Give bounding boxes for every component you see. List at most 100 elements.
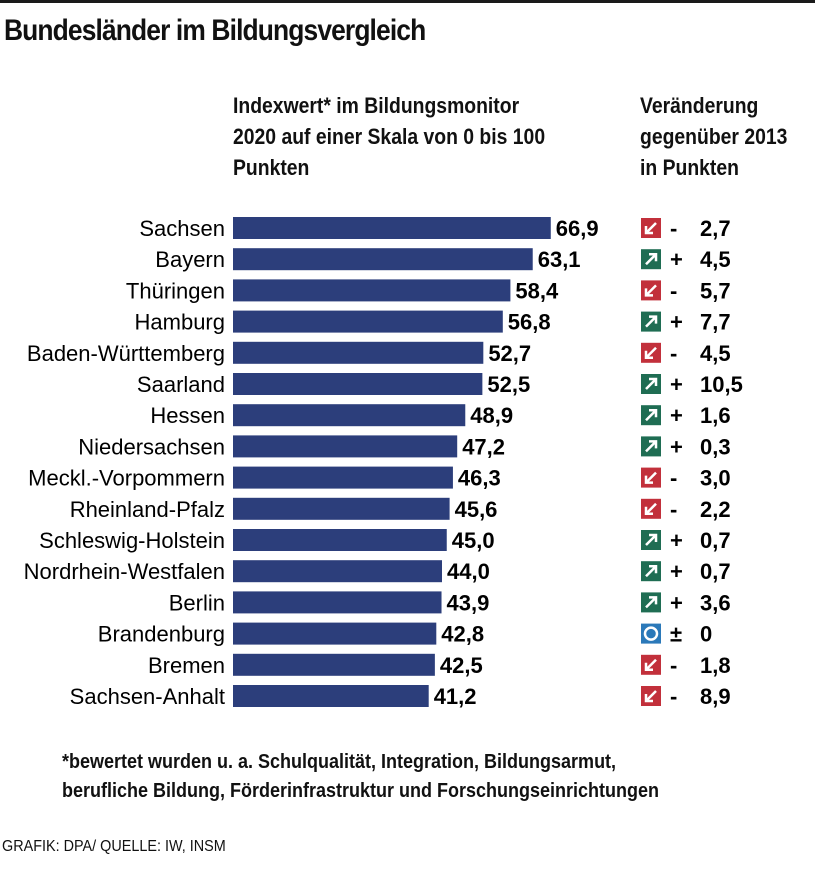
category-label: Niedersachsen bbox=[78, 434, 225, 459]
category-label: Thüringen bbox=[126, 278, 225, 303]
category-label: Schleswig-Holstein bbox=[39, 528, 225, 553]
arrow-glyph bbox=[645, 408, 658, 422]
footnote-line: *bewertet wurden u. a. Schulqualität, In… bbox=[62, 751, 617, 773]
bar bbox=[233, 497, 450, 520]
arrow-glyph bbox=[645, 533, 658, 546]
change-value: 5,7 bbox=[700, 278, 731, 303]
change-sign: - bbox=[670, 684, 677, 709]
change-sign: - bbox=[670, 278, 677, 303]
change-sign: + bbox=[670, 247, 683, 272]
bar bbox=[233, 341, 484, 364]
source-credit: GRAFIK: DPA/ QUELLE: IW, INSM bbox=[2, 838, 226, 855]
value-label: 46,3 bbox=[458, 466, 501, 491]
change-sign: + bbox=[670, 403, 683, 428]
arrow-glyph bbox=[645, 596, 658, 609]
change-value: 8,9 bbox=[700, 684, 731, 709]
arrow-glyph bbox=[644, 346, 657, 360]
bar bbox=[233, 404, 466, 427]
change-value: 0,7 bbox=[700, 528, 731, 553]
category-label: Bremen bbox=[148, 653, 225, 678]
change-value: 1,8 bbox=[700, 653, 731, 678]
change-sign: - bbox=[670, 497, 677, 522]
arrow-glyph bbox=[645, 315, 658, 328]
value-label: 52,5 bbox=[487, 372, 530, 397]
arrow-glyph bbox=[645, 440, 658, 453]
arrow-glyph bbox=[644, 284, 657, 297]
change-value: 0 bbox=[700, 622, 712, 647]
footnote: *bewertet wurden u. a. Schulqualität, In… bbox=[62, 748, 659, 806]
arrow-glyph bbox=[645, 564, 658, 578]
arrow-glyph bbox=[644, 658, 657, 672]
arrow-glyph bbox=[645, 252, 658, 266]
bar bbox=[233, 685, 429, 707]
value-label: 44,0 bbox=[447, 559, 490, 584]
value-label: 45,0 bbox=[452, 528, 495, 553]
category-label: Sachsen-Anhalt bbox=[70, 684, 225, 709]
category-label: Berlin bbox=[169, 590, 225, 615]
value-label: 45,6 bbox=[455, 497, 498, 522]
change-sign: - bbox=[670, 653, 677, 678]
change-value: 0,7 bbox=[700, 559, 731, 584]
change-column-header: Veränderung gegenüber 2013 in Punkten bbox=[640, 93, 788, 180]
bar bbox=[233, 591, 442, 614]
change-value: 10,5 bbox=[700, 372, 743, 397]
arrow-glyph bbox=[645, 377, 658, 390]
change-sign: + bbox=[670, 434, 683, 459]
value-label: 42,8 bbox=[441, 622, 484, 647]
change-sign: + bbox=[670, 590, 683, 615]
circle-glyph bbox=[643, 626, 659, 641]
bar bbox=[233, 373, 483, 395]
bar bbox=[233, 217, 551, 239]
bar bbox=[233, 653, 435, 676]
category-label: Rheinland-Pfalz bbox=[70, 497, 225, 522]
change-value: 0,3 bbox=[700, 434, 731, 459]
change-value: 7,7 bbox=[700, 310, 731, 335]
bar bbox=[233, 466, 453, 489]
change-value: 3,6 bbox=[700, 590, 731, 615]
change-sign: + bbox=[670, 310, 683, 335]
bar bbox=[233, 279, 511, 302]
value-label: 58,4 bbox=[515, 278, 559, 303]
change-sign: - bbox=[670, 216, 677, 241]
bar bbox=[233, 622, 437, 645]
category-label: Sachsen bbox=[139, 216, 225, 241]
change-sign: + bbox=[670, 559, 683, 584]
change-value: 2,2 bbox=[700, 497, 731, 522]
category-label: Baden-Württemberg bbox=[27, 341, 225, 366]
bar bbox=[233, 560, 442, 583]
chart-title: Bundesländer im Bildungsvergleich bbox=[4, 14, 426, 47]
category-label: Hamburg bbox=[135, 310, 225, 335]
change-value: 4,5 bbox=[700, 341, 731, 366]
footnote-line: berufliche Bildung, Förderinfrastruktur … bbox=[62, 780, 660, 802]
value-label: 43,9 bbox=[447, 590, 490, 615]
value-label: 52,7 bbox=[488, 341, 531, 366]
category-label: Nordrhein-Westfalen bbox=[24, 559, 225, 584]
top-rule bbox=[0, 0, 815, 3]
arrow-glyph bbox=[644, 690, 657, 703]
value-label: 63,1 bbox=[538, 247, 581, 272]
change-sign: - bbox=[670, 466, 677, 491]
bar bbox=[233, 529, 447, 551]
bar bbox=[233, 248, 533, 271]
change-sign: + bbox=[670, 528, 683, 553]
value-label: 47,2 bbox=[462, 434, 505, 459]
value-column-header: Indexwert* im Bildungsmonitor 2020 auf e… bbox=[233, 93, 546, 180]
category-label: Bayern bbox=[155, 247, 225, 272]
change-sign: - bbox=[670, 341, 677, 366]
change-value: 1,6 bbox=[700, 403, 731, 428]
bar bbox=[233, 310, 503, 333]
value-label: 48,9 bbox=[470, 403, 513, 428]
value-label: 56,8 bbox=[508, 310, 551, 335]
value-label: 42,5 bbox=[440, 653, 483, 678]
change-sign: ± bbox=[670, 622, 682, 647]
change-value: 2,7 bbox=[700, 216, 731, 241]
category-label: Saarland bbox=[137, 372, 225, 397]
arrow-glyph bbox=[644, 502, 657, 516]
arrow-glyph bbox=[644, 222, 657, 235]
category-label: Brandenburg bbox=[98, 622, 225, 647]
category-label: Meckl.-Vorpommern bbox=[28, 466, 225, 491]
bar bbox=[233, 435, 458, 458]
change-value: 3,0 bbox=[700, 466, 731, 491]
